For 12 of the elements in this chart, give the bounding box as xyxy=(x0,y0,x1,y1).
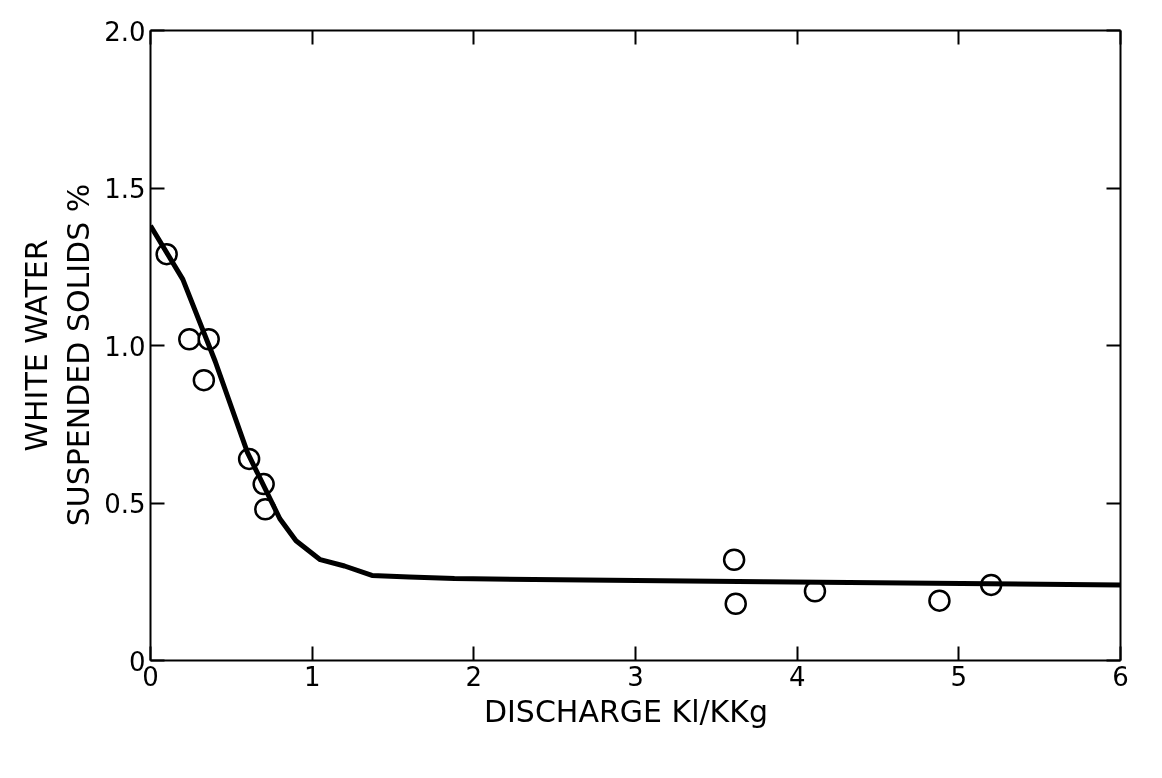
x-tick-label: 4 xyxy=(788,661,806,692)
y-tick-label: 1.5 xyxy=(104,174,146,204)
x-tick-label: 1 xyxy=(303,661,321,692)
x-tick-label: 6 xyxy=(1112,661,1129,692)
x-tick-label: 3 xyxy=(627,661,644,692)
x-tick-label: 2 xyxy=(465,661,483,692)
y-axis-title: WHITE WATER SUSPENDED SOLIDS % xyxy=(19,183,97,527)
x-axis-title: DISCHARGE Kl/KKg xyxy=(483,693,769,729)
x-tick-label: 5 xyxy=(950,661,968,692)
y-tick-label: 1.0 xyxy=(104,331,146,362)
y-tick-label: 0.5 xyxy=(104,489,146,519)
y-tick-label: 2.0 xyxy=(104,16,146,47)
